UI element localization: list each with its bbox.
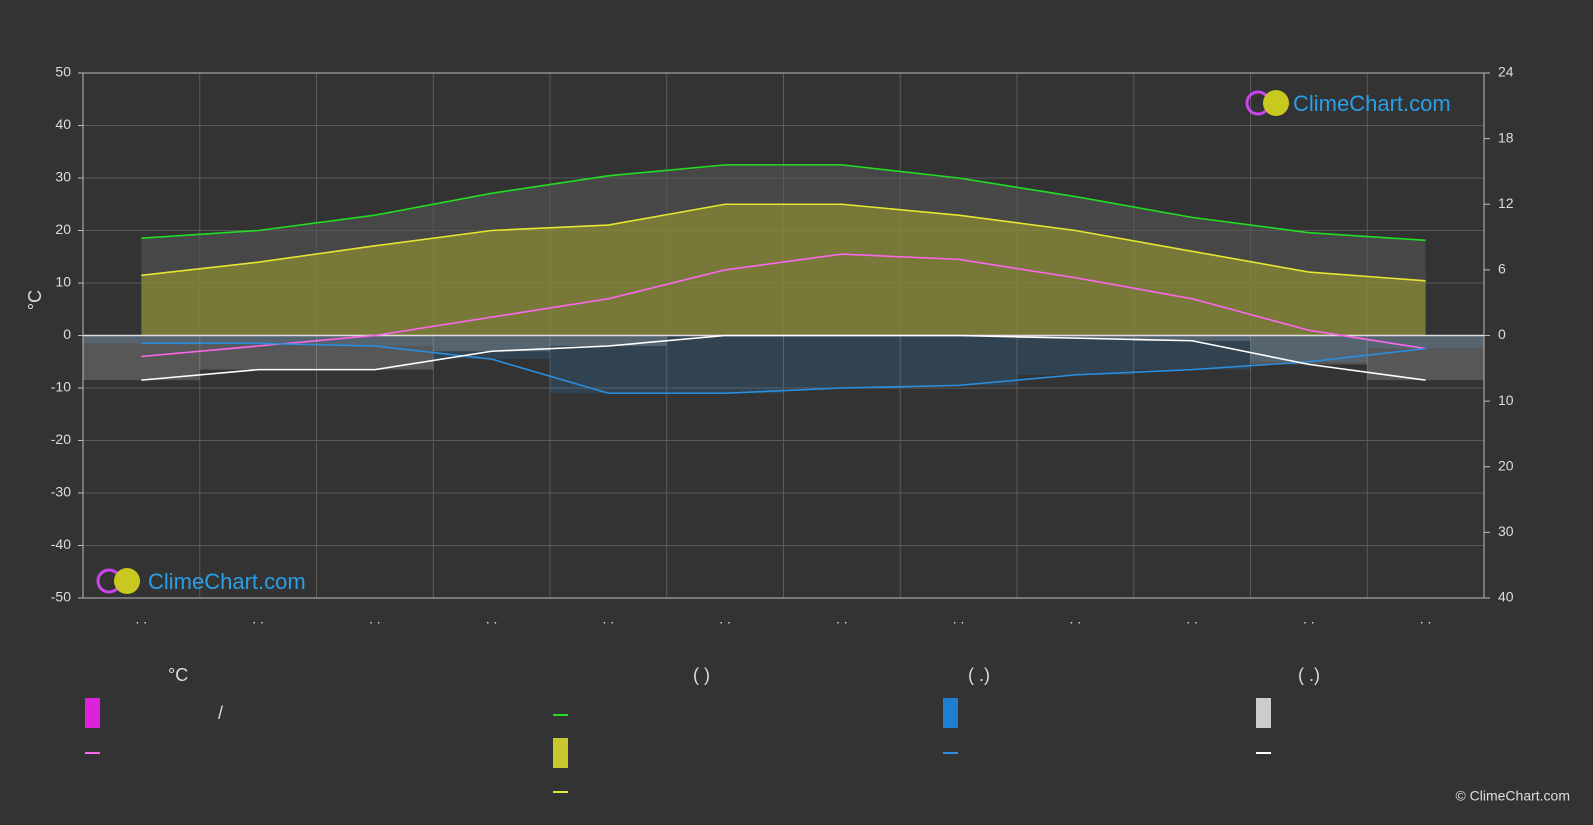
y-tick-label: -20 xyxy=(51,431,71,447)
x-tick-label: . . xyxy=(369,611,381,627)
series-line xyxy=(141,253,1426,358)
precip-bar xyxy=(550,335,667,346)
legend-header: ( .) xyxy=(968,665,990,685)
logo-icon xyxy=(114,568,140,594)
area xyxy=(141,204,1426,336)
y3-tick-label: 40 xyxy=(1498,589,1514,605)
precip-bar xyxy=(83,335,200,344)
y3-tick-label: 10 xyxy=(1498,392,1514,408)
y2-tick-label: 6 xyxy=(1498,261,1506,277)
series-line xyxy=(141,164,1426,242)
x-tick-label: . . xyxy=(719,611,731,627)
y-tick-label: -40 xyxy=(51,536,71,552)
precip-bar xyxy=(1367,335,1484,349)
y-tick-label: 30 xyxy=(55,169,71,185)
x-tick-label: . . xyxy=(486,611,498,627)
legend-header: ( .) xyxy=(1298,665,1320,685)
y2-tick-label: 0 xyxy=(1498,326,1506,342)
plot-area xyxy=(82,72,1485,599)
y-tick-label: -50 xyxy=(51,589,71,605)
y2-tick-label: 18 xyxy=(1498,129,1514,145)
y-tick-label: -30 xyxy=(51,484,71,500)
logo-icon xyxy=(1263,90,1289,116)
y-tick-label: 20 xyxy=(55,221,71,237)
precip-bar xyxy=(550,335,667,394)
y2-tick-label: 12 xyxy=(1498,195,1514,211)
precip-bar xyxy=(316,335,434,346)
logo: ClimeChart.com xyxy=(148,569,306,594)
legend-swatch xyxy=(553,738,568,768)
y-tick-label: -10 xyxy=(51,379,71,395)
x-tick-label: . . xyxy=(1303,611,1315,627)
legend-swatch xyxy=(1256,698,1271,728)
legend-swatch xyxy=(85,698,100,728)
precip-bar xyxy=(666,335,784,394)
precip-bar xyxy=(1017,335,1134,339)
series-line xyxy=(141,334,1426,381)
precip-bar xyxy=(1250,335,1368,365)
precip-bar xyxy=(433,335,550,360)
x-tick-label: . . xyxy=(252,611,264,627)
legend-header: ( ) xyxy=(693,665,710,685)
legend-swatch xyxy=(943,698,958,728)
series-line xyxy=(141,203,1426,282)
precip-bar xyxy=(199,335,317,344)
precip-bar xyxy=(199,335,317,370)
x-tick-label: . . xyxy=(953,611,965,627)
series-line xyxy=(141,342,1426,395)
y3-tick-label: 30 xyxy=(1498,523,1514,539)
precip-bar xyxy=(900,335,1017,386)
precip-bar xyxy=(316,335,434,370)
y-axis-label: °C xyxy=(25,290,45,310)
copyright: © ClimeChart.com xyxy=(1455,788,1570,804)
y-tick-label: 0 xyxy=(63,326,71,342)
logo: ClimeChart.com xyxy=(1293,91,1451,116)
legend-text: / xyxy=(218,703,223,723)
precip-bar xyxy=(1133,335,1251,341)
y-tick-label: 50 xyxy=(55,64,71,80)
x-tick-label: . . xyxy=(1420,611,1432,627)
x-tick-label: . . xyxy=(603,611,615,627)
precip-bar xyxy=(433,335,550,352)
x-tick-label: . . xyxy=(1186,611,1198,627)
precip-bar xyxy=(83,335,200,381)
precip-bar xyxy=(1017,335,1134,375)
x-tick-label: . . xyxy=(1070,611,1082,627)
y2-tick-label: 24 xyxy=(1498,64,1514,80)
x-tick-label: . . xyxy=(836,611,848,627)
y-tick-label: 10 xyxy=(55,274,71,290)
legend-header: °C xyxy=(168,665,188,685)
y-tick-label: 40 xyxy=(55,116,71,132)
precip-bar xyxy=(783,335,901,388)
x-tick-label: . . xyxy=(136,611,148,627)
y3-tick-label: 20 xyxy=(1498,457,1514,473)
